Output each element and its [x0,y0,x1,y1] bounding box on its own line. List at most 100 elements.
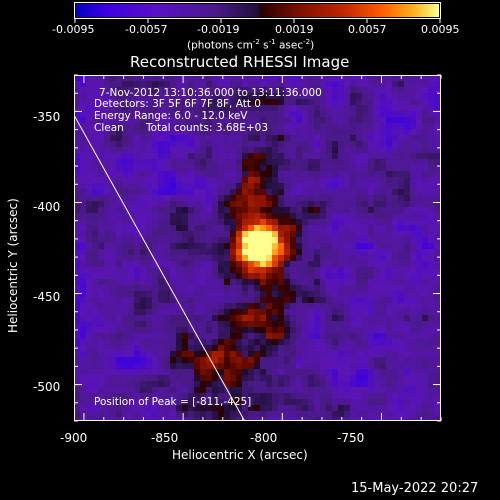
heatmap-cell [242,225,249,232]
heatmap-cell [164,117,171,124]
heatmap-cell [80,123,87,130]
heatmap-cell [200,117,207,124]
heatmap-cell [122,225,129,232]
heatmap-cell [308,333,315,340]
heatmap-cell [224,357,231,364]
heatmap-cell [188,195,195,202]
heatmap-cell [146,225,153,232]
heatmap-cell [92,99,99,106]
heatmap-cell [284,327,291,334]
heatmap-cell [398,219,405,226]
heatmap-cell [260,213,267,220]
heatmap-cell [80,285,87,292]
heatmap-cell [362,141,369,148]
heatmap-cell [140,213,147,220]
heatmap-cell [104,123,111,130]
heatmap-cell [386,321,393,328]
heatmap-cell [296,93,303,100]
heatmap-cell [296,189,303,196]
x-tick-label: -850 [151,431,179,445]
heatmap-cell [344,111,351,118]
heatmap-cell [296,249,303,256]
heatmap-cell [314,417,321,420]
heatmap-cell [278,405,285,412]
heatmap-cell [122,129,129,136]
heatmap-cell [122,111,129,118]
heatmap-cell [200,399,207,406]
heatmap-cell [296,405,303,412]
heatmap-cell [422,213,429,220]
heatmap-cell [320,171,327,178]
heatmap-cell [212,345,219,352]
heatmap-cell [272,225,279,232]
heatmap-cell [248,123,255,130]
heatmap-cell [224,309,231,316]
heatmap-cell [80,339,87,346]
heatmap-cell [86,351,93,358]
heatmap-cell [182,231,189,238]
heatmap-cell [362,213,369,220]
heatmap-cell [122,135,129,142]
heatmap-cell [338,171,345,178]
heatmap-cell [140,111,147,118]
heatmap-cell [236,177,243,184]
heatmap-cell [326,105,333,112]
heatmap-cell [176,177,183,184]
heatmap-cell [230,279,237,286]
heatmap-cell [308,177,315,184]
heatmap-cell [380,147,387,154]
heatmap-cell [404,411,411,418]
heatmap-cell [368,285,375,292]
heatmap-cell [260,219,267,226]
heatmap-cell [218,231,225,238]
heatmap-cell [134,111,141,118]
heatmap-cell [416,141,423,148]
heatmap-cell [428,297,435,304]
heatmap-cell [368,291,375,298]
heatmap-cell [116,315,123,322]
heatmap-cell [176,231,183,238]
heatmap-cell [158,153,165,160]
heatmap-cell [416,159,423,166]
heatmap-cell [272,159,279,166]
heatmap-cell [194,393,201,400]
heatmap-cell [194,147,201,154]
unit-exponent: -2 [303,38,311,46]
heatmap-cell [338,393,345,400]
heatmap-cell [326,147,333,154]
heatmap-cell [110,375,117,382]
heatmap-cell [92,279,99,286]
heatmap-cell [248,153,255,160]
heatmap-cell [176,123,183,130]
heatmap-cell [344,189,351,196]
heatmap-cell [146,375,153,382]
heatmap-cell [116,171,123,178]
heatmap-cell [392,393,399,400]
heatmap-cell [230,219,237,226]
heatmap-cell [428,93,435,100]
heatmap-cell [314,159,321,166]
heatmap-cell [188,267,195,274]
heatmap-cell [326,129,333,136]
heatmap-cell [188,99,195,106]
heatmap-cell [308,405,315,412]
heatmap-cell [200,375,207,382]
heatmap-cell [140,345,147,352]
heatmap-cell [116,141,123,148]
heatmap-cell [254,405,261,412]
heatmap-cell [410,99,417,106]
heatmap-cell [290,399,297,406]
heatmap-cell [248,177,255,184]
heatmap-cell [362,195,369,202]
heatmap-cell [236,76,243,82]
heatmap-cell [86,207,93,214]
heatmap-cell [248,321,255,328]
heatmap-cell [308,87,315,94]
heatmap-cell [428,141,435,148]
heatmap-cell [86,153,93,160]
heatmap-cell [302,183,309,190]
heatmap-cell [350,183,357,190]
heatmap-cell [248,135,255,142]
heatmap-cell [266,207,273,214]
heatmap-cell [122,387,129,394]
